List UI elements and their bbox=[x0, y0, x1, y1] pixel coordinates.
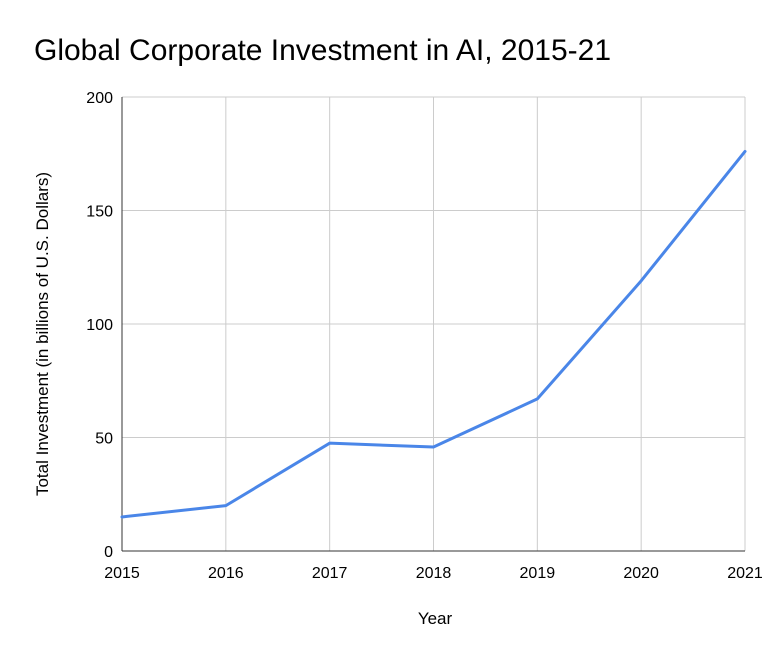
x-tick-label: 2016 bbox=[208, 565, 244, 582]
axes bbox=[121, 97, 745, 552]
grid bbox=[122, 96, 746, 551]
y-tick-label: 200 bbox=[86, 90, 113, 107]
series-line bbox=[120, 149, 747, 519]
x-tick-label: 2017 bbox=[312, 565, 348, 582]
x-tick-labels: 2015 2016 2017 2018 2019 2020 2021 bbox=[104, 565, 763, 582]
y-tick-label: 150 bbox=[86, 204, 113, 221]
y-axis-label: Total Investment (in billions of U.S. Do… bbox=[33, 172, 52, 496]
y-tick-label: 0 bbox=[104, 544, 113, 561]
x-tick-label: 2021 bbox=[727, 565, 763, 582]
y-tick-labels: 0 50 100 150 200 bbox=[86, 90, 113, 561]
x-tick-label: 2019 bbox=[520, 565, 556, 582]
y-tick-label: 50 bbox=[95, 431, 113, 448]
y-tick-label: 100 bbox=[86, 317, 113, 334]
chart-title: Global Corporate Investment in AI, 2015-… bbox=[34, 34, 611, 67]
x-axis-label: Year bbox=[418, 609, 453, 628]
series-layer bbox=[120, 149, 747, 519]
x-tick-label: 2020 bbox=[623, 565, 659, 582]
x-tick-label: 2018 bbox=[416, 565, 452, 582]
x-tick-label: 2015 bbox=[104, 565, 140, 582]
